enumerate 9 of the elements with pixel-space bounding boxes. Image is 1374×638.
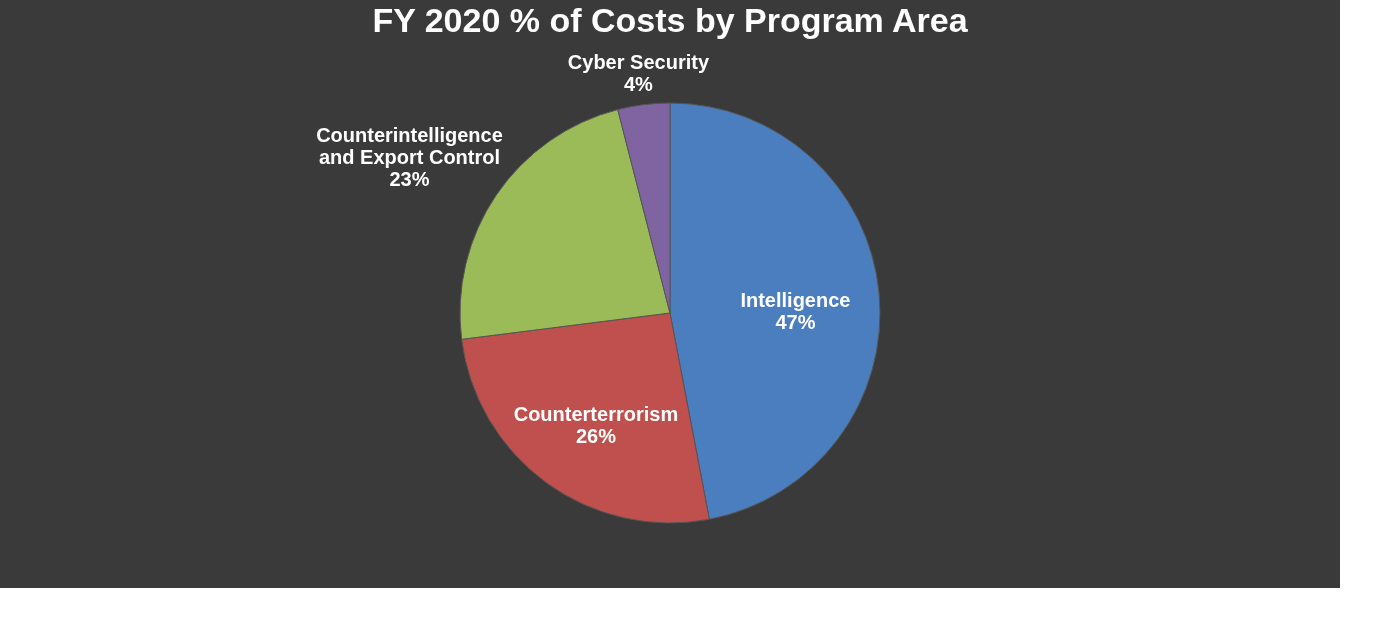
chart-title: FY 2020 % of Costs by Program Area xyxy=(372,1,969,39)
slice-label: Cyber Security xyxy=(567,50,710,73)
slice-label: Counterintelligence and Export Control xyxy=(316,123,503,168)
data-label: 4% xyxy=(623,72,654,95)
slice-label: Intelligence xyxy=(740,289,851,312)
slice-label: Counterterrorism xyxy=(513,402,679,425)
data-label: 26% xyxy=(575,424,617,447)
data-label: 47% xyxy=(775,311,816,334)
data-label: 23% xyxy=(389,167,430,190)
